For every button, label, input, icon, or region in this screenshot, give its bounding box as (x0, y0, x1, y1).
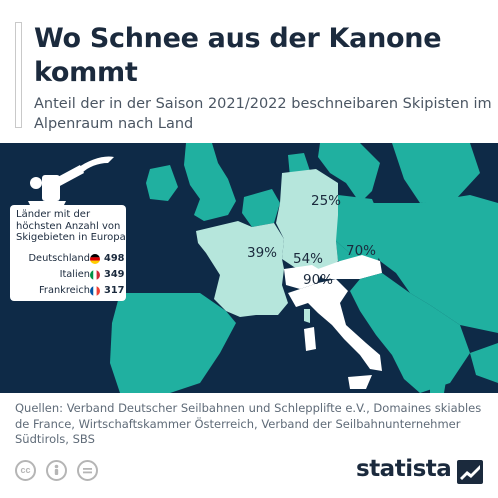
person-icon[interactable] (46, 460, 67, 481)
map-land-britain (184, 143, 236, 221)
legend-box: Länder mit der höchsten Anzahl von Skige… (10, 205, 126, 301)
legend-country: Deutschland (28, 253, 90, 264)
germany-flag-icon (90, 254, 100, 264)
equals-icon[interactable] (77, 460, 98, 481)
legend-count: 349 (104, 269, 125, 280)
license-icons: cc (15, 460, 105, 484)
europe-map (28, 143, 498, 393)
label-germany: 25% (310, 193, 342, 209)
cc-icon[interactable]: cc (15, 460, 36, 481)
map-land-benelux (242, 189, 280, 227)
title-accent-bar (15, 22, 22, 128)
map-land-italy (288, 279, 382, 371)
legend-country: Italien (59, 269, 90, 280)
label-france: 39% (246, 245, 278, 261)
legend-row-france: Frankreich 317 (10, 285, 126, 299)
legend-title: Länder mit der höchsten Anzahl von Skige… (16, 209, 126, 243)
legend-count: 498 (104, 253, 125, 264)
map-land-germany (276, 169, 338, 273)
label-austria: 70% (345, 243, 377, 259)
map-land-finland (392, 143, 480, 203)
map-land-iberia (110, 293, 236, 393)
legend-count: 317 (104, 285, 125, 296)
map-land-sardinia (304, 327, 316, 351)
map-land-balkans (350, 273, 470, 393)
map-land-turkey (470, 343, 498, 383)
map-land-ireland (146, 165, 178, 201)
map-land-corsica (304, 309, 310, 323)
map-area: Länder mit der höchsten Anzahl von Skige… (0, 143, 498, 393)
label-switzerland: 54% (292, 251, 324, 267)
france-flag-icon (90, 286, 100, 296)
map-land-austria (318, 255, 382, 279)
map-land-sicily (348, 375, 372, 389)
legend-row-germany: Deutschland 498 (10, 253, 126, 267)
statista-logo-text[interactable]: statista (356, 456, 452, 482)
legend-country: Frankreich (39, 285, 90, 296)
italy-flag-icon (90, 270, 100, 280)
map-land-switzerland (284, 265, 322, 289)
source-note: Quellen: Verband Deutscher Seilbahnen un… (15, 401, 482, 446)
statista-logo-icon[interactable] (457, 460, 483, 484)
header: Wo Schnee aus der Kanone kommt Anteil de… (0, 0, 498, 143)
map-land-east (360, 195, 498, 333)
chart-subtitle: Anteil der in der Saison 2021/2022 besch… (34, 96, 492, 132)
map-land-france (196, 221, 288, 317)
chart-title: Wo Schnee aus der Kanone kommt (34, 23, 442, 88)
legend-row-italy: Italien 349 (10, 269, 126, 283)
snow-cannon-icon (28, 156, 114, 209)
map-land-poland (330, 195, 384, 255)
map-land-scandinavia (318, 143, 380, 203)
map-land-aegean (430, 381, 446, 393)
label-italy: 90% (302, 272, 334, 288)
